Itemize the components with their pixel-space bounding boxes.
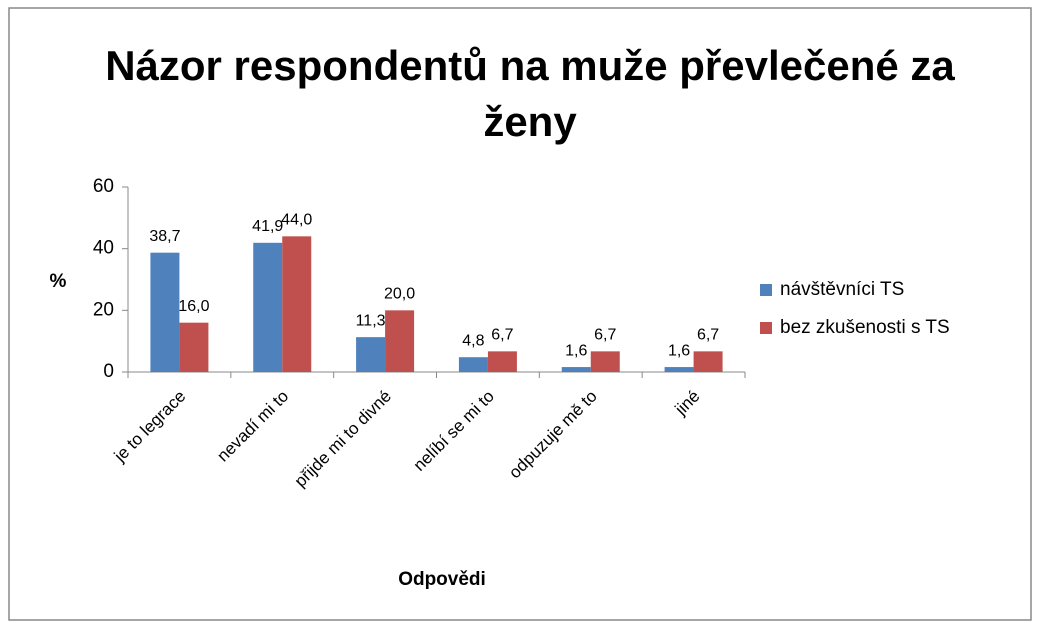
x-tick-label: jiné	[671, 387, 704, 420]
bar	[253, 242, 283, 372]
bar	[150, 252, 180, 372]
chart-border	[8, 7, 1032, 621]
bar	[664, 367, 694, 372]
legend-swatch	[760, 322, 772, 334]
value-label: 6,7	[697, 327, 719, 344]
value-label: 6,7	[491, 327, 513, 344]
bar	[487, 351, 517, 372]
y-tick-label: 40	[93, 238, 114, 259]
y-tick-label: 0	[103, 361, 114, 382]
y-axis-label: %	[50, 271, 67, 292]
value-label: 41,9	[252, 218, 283, 235]
legend-label: návštěvníci TS	[780, 279, 904, 300]
bar	[179, 322, 209, 372]
bar	[356, 337, 386, 372]
legend-swatch	[760, 284, 772, 296]
bar	[282, 236, 312, 372]
chart-title: Názor respondentů na muže převlečené za …	[105, 42, 955, 145]
bar	[590, 351, 620, 372]
value-label: 1,6	[565, 342, 587, 359]
value-label: 6,7	[594, 327, 616, 344]
bar	[693, 351, 723, 372]
legend-label: bez zkušenosti s TS	[780, 317, 950, 338]
value-label: 16,0	[178, 298, 209, 315]
value-label: 38,7	[149, 228, 180, 245]
x-tick-label: je to legrace	[110, 387, 190, 467]
value-label: 11,3	[356, 312, 386, 329]
value-label: 1,6	[668, 342, 690, 359]
bar	[385, 310, 415, 372]
x-tick-label: přijde mi to divné	[291, 387, 395, 491]
x-tick-label: nevadí mi to	[213, 387, 292, 466]
y-tick-label: 60	[93, 176, 114, 197]
value-label: 20,0	[384, 286, 415, 303]
x-tick-label: odpuzuje mě to	[505, 387, 601, 483]
y-tick-label: 20	[93, 299, 114, 320]
x-tick-label: nelíbí se mi to	[410, 387, 498, 475]
bar	[561, 367, 591, 372]
bar	[458, 357, 488, 372]
value-label: 4,8	[462, 332, 484, 349]
value-label: 44,0	[281, 212, 312, 229]
x-axis-label: Odpovědi	[398, 569, 486, 590]
